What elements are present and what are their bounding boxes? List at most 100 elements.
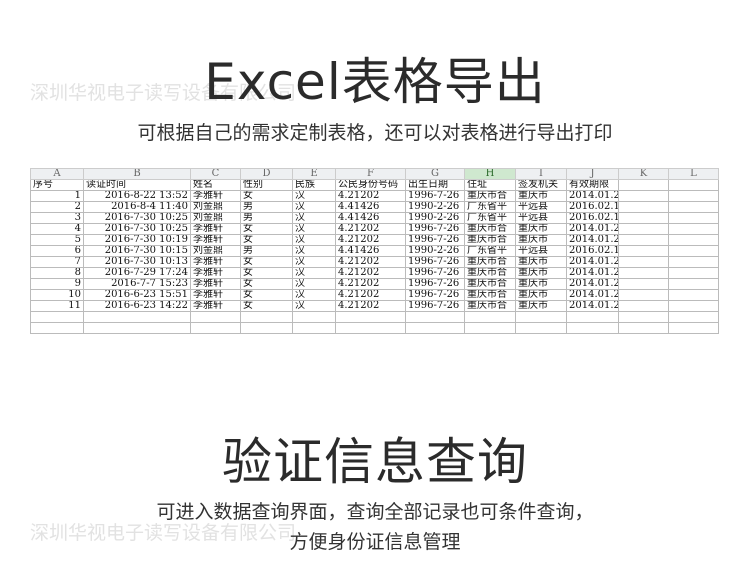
table-row: 9 2016-7-7 15:23 李雅轩女汉 4.21202 1996-7-26 重庆市合… <box>30 278 719 290</box>
header-cell <box>668 179 719 191</box>
table-row: 6 2016-7-30 10:15 刘金鼎男汉 4.41426 1990-2-26 广东省… <box>30 245 719 257</box>
table-cell: 重庆市 <box>515 278 567 290</box>
table-cell <box>618 190 669 202</box>
empty-cell <box>566 311 619 323</box>
table-cell: 1996-7-26 <box>405 223 465 235</box>
empty-cell <box>240 311 293 323</box>
table-cell: 2 <box>30 201 84 213</box>
table-cell: 汉 <box>292 256 336 268</box>
table-cell: 2016-8-4 11:40 <box>83 201 191 213</box>
table-cell: 汉 <box>292 223 336 235</box>
table-cell: 2016.02.15-2026.02.15 <box>566 201 619 213</box>
table-cell <box>668 278 719 290</box>
table-cell: 李雅轩 <box>190 267 241 279</box>
empty-cell <box>30 311 84 323</box>
table-cell: 李雅轩 <box>190 234 241 246</box>
table-cell: 1996-7-26 <box>405 267 465 279</box>
table-cell: 刘金鼎 <box>190 245 241 257</box>
table-cell: 重庆市 <box>515 267 567 279</box>
table-cell: 11 <box>30 300 84 312</box>
empty-cell <box>83 322 191 334</box>
table-cell <box>668 267 719 279</box>
table-cell <box>668 201 719 213</box>
table-cell <box>668 212 719 224</box>
header-cell: 出生日期 <box>405 179 465 191</box>
header-cell: 姓名 <box>190 179 241 191</box>
table-cell <box>668 234 719 246</box>
empty-cell <box>566 322 619 334</box>
column-letter: A <box>30 168 84 180</box>
table-cell: 女 <box>240 289 293 301</box>
table-cell: 平远县 <box>515 212 567 224</box>
empty-cell <box>292 322 336 334</box>
table-cell: 2016-7-30 10:15 <box>83 245 191 257</box>
table-cell: 2014.01.28-2024.01.28 <box>566 300 619 312</box>
table-cell: 平远县 <box>515 245 567 257</box>
table-cell: 男 <box>240 201 293 213</box>
column-letter: F <box>335 168 406 180</box>
table-cell: 1996-7-26 <box>405 278 465 290</box>
table-cell: 男 <box>240 245 293 257</box>
table-cell: 2014.01.28-2024.01.28 <box>566 234 619 246</box>
empty-cell <box>515 311 567 323</box>
column-letter: L <box>668 168 719 180</box>
table-cell: 李雅轩 <box>190 278 241 290</box>
column-letter: I <box>515 168 567 180</box>
table-cell: 重庆市 <box>515 256 567 268</box>
table-cell <box>668 223 719 235</box>
table-cell: 李雅轩 <box>190 256 241 268</box>
table-cell: 刘金鼎 <box>190 212 241 224</box>
table-cell: 刘金鼎 <box>190 201 241 213</box>
table-cell: 重庆市 <box>515 300 567 312</box>
table-cell: 2014.01.28-2024.01.28 <box>566 223 619 235</box>
table-cell <box>668 289 719 301</box>
header-cell: 签发机关 <box>515 179 567 191</box>
table-cell: 4.21202 <box>335 190 406 202</box>
watermark: 深圳华视电子读写设备有限公司 <box>30 522 297 544</box>
header-cell: 读证时间 <box>83 179 191 191</box>
table-cell: 10 <box>30 289 84 301</box>
table-cell: 4.41426 <box>335 201 406 213</box>
table-cell: 汉 <box>292 201 336 213</box>
empty-cell <box>405 311 465 323</box>
table-cell: 李雅轩 <box>190 223 241 235</box>
table-cell: 汉 <box>292 267 336 279</box>
table-cell: 重庆市合 <box>464 300 516 312</box>
table-cell: 重庆市 <box>515 234 567 246</box>
table-cell: 汉 <box>292 212 336 224</box>
description-line: 可进入数据查询界面，查询全部记录也可条件查询， <box>156 501 594 523</box>
table-cell: 4.21202 <box>335 234 406 246</box>
column-letter: K <box>618 168 669 180</box>
table-cell: 4.21202 <box>335 300 406 312</box>
table-cell: 重庆市合 <box>464 278 516 290</box>
table-cell: 1996-7-26 <box>405 289 465 301</box>
description-line: 方便身份证信息管理 <box>289 531 461 553</box>
header-cell: 民族 <box>292 179 336 191</box>
table-row: 10 2016-6-23 15:51 李雅轩女汉 4.21202 1996-7-26 重庆… <box>30 289 719 301</box>
table-cell: 2016-6-23 14:22 <box>83 300 191 312</box>
table-row <box>30 311 719 323</box>
table-cell: 女 <box>240 234 293 246</box>
table-cell: 9 <box>30 278 84 290</box>
table-cell: 汉 <box>292 300 336 312</box>
table-cell: 4 <box>30 223 84 235</box>
table-cell: 1990-2-26 <box>405 245 465 257</box>
header-cell: 序号 <box>30 179 84 191</box>
table-cell: 2016-7-29 17:24 <box>83 267 191 279</box>
table-cell: 广东省平 <box>464 212 516 224</box>
header-cell: 有效期限 <box>566 179 619 191</box>
table-cell: 男 <box>240 212 293 224</box>
empty-cell <box>618 311 669 323</box>
table-cell: 汉 <box>292 245 336 257</box>
empty-cell <box>464 311 516 323</box>
table-cell: 李雅轩 <box>190 289 241 301</box>
table-row: 1 2016-8-22 13:52 李雅轩女汉 4.21202 1996-7-26 重庆市… <box>30 190 719 202</box>
table-cell: 李雅轩 <box>190 190 241 202</box>
table-cell: 女 <box>240 300 293 312</box>
table-cell: 1996-7-26 <box>405 190 465 202</box>
section-title: 验证信息查询 <box>222 433 528 491</box>
empty-cell <box>190 322 241 334</box>
table-cell: 重庆市合 <box>464 234 516 246</box>
table-cell <box>668 256 719 268</box>
table-cell: 女 <box>240 190 293 202</box>
